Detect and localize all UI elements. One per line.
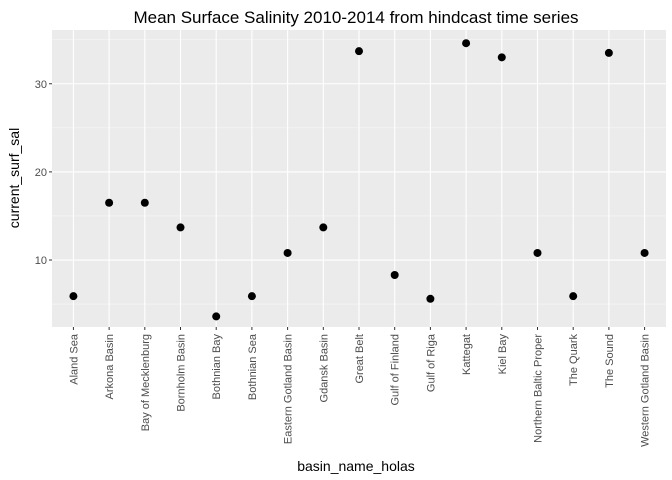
data-point <box>533 248 542 257</box>
x-tick-label: Eastern Gotland Basin <box>283 334 295 444</box>
y-tick-label: 20 <box>35 167 47 179</box>
y-axis-title: current_surf_sal <box>6 128 22 228</box>
data-points <box>69 39 649 321</box>
chart-title: Mean Surface Salinity 2010-2014 from hin… <box>133 8 578 27</box>
data-point <box>176 223 185 232</box>
x-tick-label: Gulf of Finland <box>390 334 402 406</box>
data-point <box>319 223 328 232</box>
x-tick-label: Arkona Basin <box>104 334 116 399</box>
x-tick-label: The Sound <box>604 334 616 388</box>
x-tick-label: Gdansk Basin <box>318 334 330 402</box>
data-point <box>497 53 506 62</box>
x-tick-label: The Quark <box>568 334 580 386</box>
x-tick-label: Bothnian Bay <box>211 334 223 400</box>
x-tick-label: Bornholm Basin <box>176 334 188 412</box>
x-tick-label: Northern Baltic Proper <box>532 334 544 443</box>
x-tick-label: Western Gotland Basin <box>640 334 652 447</box>
x-tick-label: Kiel Bay <box>497 334 509 375</box>
x-tick-label: Great Belt <box>354 334 366 384</box>
data-point <box>569 292 578 301</box>
x-tick-label: Bay of Mecklenburg <box>140 334 152 431</box>
data-point <box>355 47 363 56</box>
y-tick-label: 30 <box>35 79 47 91</box>
data-point <box>390 271 399 280</box>
data-point <box>105 198 114 207</box>
data-point <box>426 294 435 303</box>
x-tick-label: Kattegat <box>461 334 473 375</box>
x-tick-label: Gulf of Riga <box>425 333 437 392</box>
x-axis-ticks: Aland Sea Arkona Basin Bay of Mecklenburg B… <box>68 327 652 447</box>
x-tick-label: Bothnian Sea <box>247 333 259 400</box>
data-point <box>140 198 149 207</box>
x-tick-label: Aland Sea <box>68 333 80 385</box>
major-gridlines <box>52 30 666 327</box>
data-point <box>247 292 256 301</box>
data-point <box>69 292 78 301</box>
data-point <box>212 312 221 321</box>
data-point <box>604 48 613 57</box>
y-tick-label: 10 <box>35 255 47 267</box>
data-point <box>283 248 292 257</box>
data-point <box>462 39 471 48</box>
data-point <box>640 248 649 257</box>
y-axis-ticks: 10 20 30 <box>35 79 52 267</box>
x-axis-title: basin_name_holas <box>297 458 415 474</box>
